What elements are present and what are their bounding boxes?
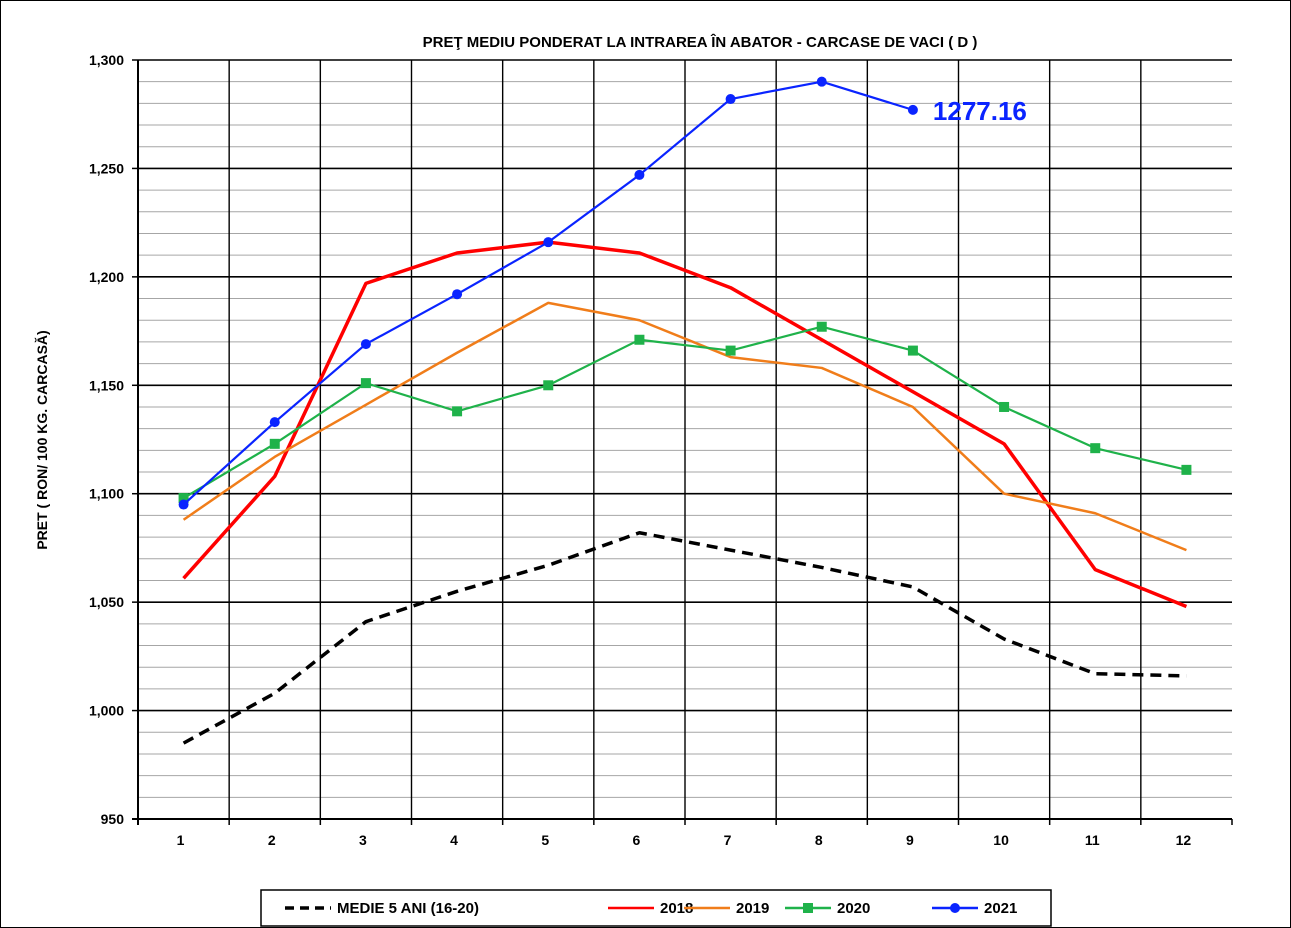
data-point-2021 xyxy=(543,237,554,248)
legend-label: 2021 xyxy=(984,900,1017,917)
x-tick-label: 12 xyxy=(1176,832,1192,848)
data-point-2021 xyxy=(816,76,827,87)
y-tick-label: 1,050 xyxy=(89,594,124,610)
data-point-2020 xyxy=(999,401,1010,412)
y-tick-label: 1,200 xyxy=(89,269,124,285)
y-tick-label: 1,150 xyxy=(89,377,124,393)
series-medie-5-ani-16-20 xyxy=(182,530,1187,745)
x-tick-label: 3 xyxy=(359,832,367,848)
series-line-2020 xyxy=(183,325,1187,499)
legend-label: MEDIE 5 ANI (16-20) xyxy=(337,900,479,917)
data-point-2021 xyxy=(725,94,736,105)
data-point-2021 xyxy=(178,499,189,510)
series-2020 xyxy=(178,321,1192,504)
series-group xyxy=(178,76,1192,745)
y-axis-ticks: 950 1,000 1,050 1,100 1,150 1,200 1,250 1,300 xyxy=(89,52,138,827)
y-tick-label: 1,100 xyxy=(89,486,124,502)
data-point-2021 xyxy=(452,289,463,300)
data-point-2020 xyxy=(1090,443,1101,454)
data-point-2021 xyxy=(360,339,371,350)
legend-box xyxy=(260,889,1052,927)
major-gridlines xyxy=(132,59,1232,825)
x-tick-label: 5 xyxy=(541,832,549,848)
series-line-medie-5-ani-16-20 xyxy=(182,530,1187,745)
x-tick-label: 7 xyxy=(724,832,732,848)
series-2018 xyxy=(182,240,1188,609)
legend-marker xyxy=(950,903,960,913)
data-point-2020 xyxy=(360,378,371,389)
y-axis-label: PRET ( RON/ 100 KG. CARCASĂ) xyxy=(34,330,50,549)
legend-label: 2018 xyxy=(660,900,693,917)
x-tick-label: 11 xyxy=(1085,832,1100,848)
data-point-2020 xyxy=(725,345,736,356)
legend-item-2018: 2018 xyxy=(608,900,693,917)
y-tick-label: 1,000 xyxy=(89,703,124,719)
data-point-2020 xyxy=(816,321,827,332)
series-2021 xyxy=(178,76,918,510)
x-axis-ticks: 1 2 3 4 5 6 7 8 9 10 11 12 xyxy=(137,819,1233,848)
y-tick-label: 1,300 xyxy=(89,52,124,68)
legend-item-2020: 2020 xyxy=(785,900,870,917)
data-label-annotation: 1277.16 xyxy=(933,96,1027,126)
data-point-2020 xyxy=(907,345,918,356)
data-point-2020 xyxy=(452,406,463,417)
x-tick-label: 4 xyxy=(450,832,458,848)
series-line-2018 xyxy=(182,240,1188,609)
data-point-2021 xyxy=(269,417,280,428)
legend-item-2019: 2019 xyxy=(684,900,769,917)
legend-label: 2019 xyxy=(736,900,769,917)
chart-title: PREŢ MEDIU PONDERAT LA INTRAREA ÎN ABATO… xyxy=(423,33,978,51)
series-line-2019 xyxy=(182,301,1187,552)
legend: MEDIE 5 ANI (16-20) 2018 2019 2020 2021 xyxy=(260,889,1052,927)
data-point-2020 xyxy=(543,380,554,391)
legend-item-medie-5-ani-16-20: MEDIE 5 ANI (16-20) xyxy=(285,900,479,917)
legend-item-2021: 2021 xyxy=(932,900,1017,917)
series-2019 xyxy=(182,301,1187,552)
data-point-2021 xyxy=(634,169,645,180)
x-tick-label: 2 xyxy=(268,832,276,848)
x-tick-label: 10 xyxy=(993,832,1009,848)
x-tick-label: 1 xyxy=(177,832,185,848)
data-point-2020 xyxy=(634,334,645,345)
x-tick-label: 9 xyxy=(906,832,914,848)
legend-marker xyxy=(803,903,813,913)
data-point-2021 xyxy=(907,104,918,115)
data-point-2020 xyxy=(178,493,189,504)
legend-label: 2020 xyxy=(837,900,870,917)
data-point-2020 xyxy=(1181,464,1192,475)
x-tick-label: 6 xyxy=(633,832,641,848)
x-tick-label: 8 xyxy=(815,832,823,848)
annotation-group: 1277.16 xyxy=(933,96,1027,126)
y-tick-label: 950 xyxy=(101,811,125,827)
y-tick-label: 1,250 xyxy=(89,160,124,176)
data-point-2020 xyxy=(269,438,280,449)
